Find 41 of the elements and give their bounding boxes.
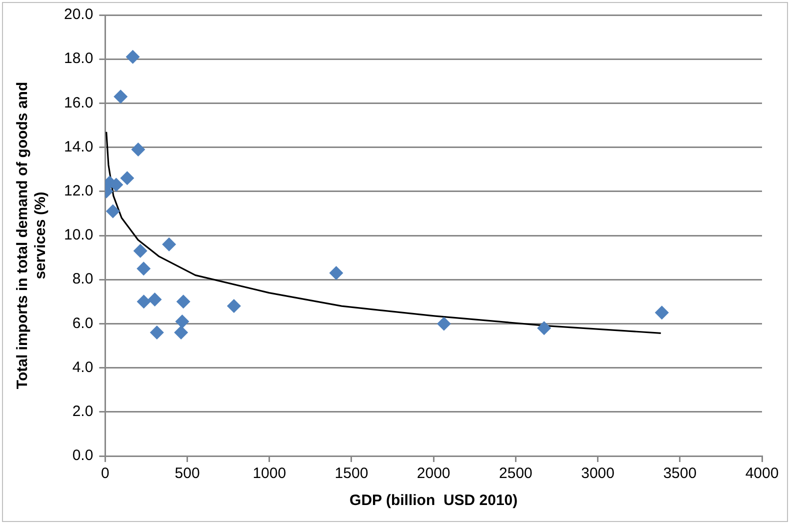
point xyxy=(133,244,148,258)
y-axis-title: Total imports in total demand of goods and services (%) xyxy=(14,82,50,390)
x-tick-label: 2000 xyxy=(416,465,450,482)
y-tick-label: 0.0 xyxy=(72,447,94,464)
point xyxy=(226,299,241,314)
y-tick-label: 12.0 xyxy=(64,182,94,200)
y-tick-label: 6.0 xyxy=(72,314,94,332)
point xyxy=(136,294,151,309)
x-tick-label: 3500 xyxy=(663,465,697,482)
point xyxy=(654,306,669,320)
point xyxy=(126,50,140,64)
x-tick-label: 1500 xyxy=(334,465,368,482)
point xyxy=(150,326,164,340)
point xyxy=(162,237,176,252)
point xyxy=(329,266,344,280)
y-tick-label: 18.0 xyxy=(64,50,94,68)
x-tick-label: 1000 xyxy=(252,465,286,482)
y-tick-label: 2.0 xyxy=(72,403,94,420)
point xyxy=(148,292,162,306)
y-tick-label: 16.0 xyxy=(64,94,94,112)
point xyxy=(537,321,552,336)
point xyxy=(436,316,451,331)
point xyxy=(131,142,146,157)
x-axis-title: GDP (billion USD 2010) xyxy=(350,492,518,510)
y-tick-label: 10.0 xyxy=(64,226,94,244)
x-tick-label: 2500 xyxy=(499,465,532,482)
x-tick-label: 3000 xyxy=(581,465,614,482)
point xyxy=(136,262,151,276)
point xyxy=(120,171,134,186)
point xyxy=(106,204,120,218)
x-tick-label: 0 xyxy=(101,465,110,482)
point xyxy=(175,314,190,328)
point xyxy=(176,294,190,309)
y-tick-label: 4.0 xyxy=(72,358,94,376)
point xyxy=(114,90,128,104)
x-tick-label: 500 xyxy=(174,465,200,482)
x-tick-label: 4000 xyxy=(745,465,779,482)
point xyxy=(174,326,188,340)
y-tick-label: 14.0 xyxy=(64,138,94,156)
y-tick-label: 8.0 xyxy=(72,270,94,288)
y-tick-label: 20.0 xyxy=(64,6,94,24)
